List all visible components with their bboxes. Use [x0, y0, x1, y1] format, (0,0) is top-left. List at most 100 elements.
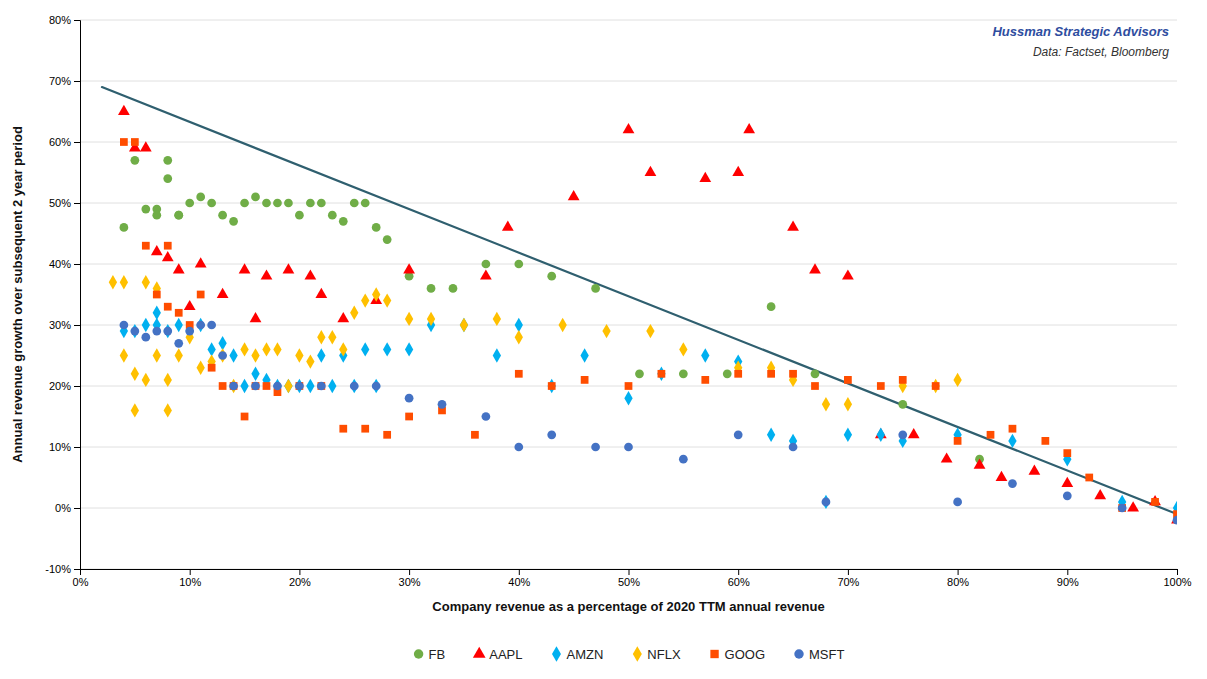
- point: [427, 312, 435, 326]
- tick: 20%: [49, 380, 80, 392]
- point: [229, 382, 238, 391]
- point: [328, 379, 336, 393]
- tick-label: 60%: [49, 136, 71, 148]
- point: [482, 260, 491, 269]
- point: [273, 199, 282, 208]
- tick-mark: [74, 325, 80, 326]
- point: [328, 330, 336, 344]
- legend-item: NFLX: [633, 646, 681, 662]
- point: [153, 306, 161, 320]
- legend-item: AMZN: [552, 646, 603, 662]
- point: [822, 397, 830, 411]
- point: [787, 221, 799, 231]
- point: [208, 364, 216, 372]
- tick: 70%: [49, 75, 80, 87]
- point: [657, 367, 665, 381]
- point: [493, 312, 501, 326]
- point: [153, 348, 161, 362]
- series: [120, 306, 1177, 516]
- tick-mark: [190, 569, 191, 575]
- point: [130, 327, 139, 336]
- tick-mark: [74, 81, 80, 82]
- tick-mark: [74, 447, 80, 448]
- legend-label: MSFT: [809, 647, 844, 662]
- point: [701, 348, 709, 362]
- point: [152, 211, 161, 220]
- point: [1118, 504, 1126, 512]
- point: [383, 342, 391, 356]
- point: [372, 382, 381, 391]
- point: [635, 369, 644, 378]
- tick-mark: [74, 203, 80, 204]
- point: [118, 105, 130, 115]
- point: [240, 199, 249, 208]
- point: [580, 348, 588, 362]
- tick-mark: [409, 569, 410, 575]
- point: [1029, 465, 1041, 475]
- legend: FBAAPLAMZNNFLXGOOGMSFT: [414, 646, 845, 662]
- grid-line: [80, 20, 1177, 21]
- point: [328, 211, 337, 220]
- tick-label: 20%: [49, 380, 71, 392]
- point: [317, 382, 325, 390]
- point: [361, 293, 369, 307]
- point: [142, 275, 150, 289]
- tick-mark: [74, 264, 80, 265]
- point: [296, 382, 304, 390]
- point: [679, 342, 687, 356]
- point: [383, 235, 392, 244]
- point: [219, 382, 227, 390]
- tick-mark: [738, 569, 739, 575]
- point: [241, 413, 249, 421]
- tick: 30%: [399, 569, 421, 588]
- point: [1094, 489, 1106, 499]
- tick-label: 0%: [55, 502, 71, 514]
- point: [142, 373, 150, 387]
- point: [350, 382, 359, 391]
- point: [261, 269, 273, 279]
- tick-mark: [74, 142, 80, 143]
- point: [493, 348, 501, 362]
- point: [701, 376, 709, 384]
- point: [218, 348, 226, 362]
- point: [789, 443, 798, 452]
- point: [120, 348, 128, 362]
- point: [184, 300, 196, 310]
- point: [337, 312, 349, 322]
- tick: -10%: [45, 563, 80, 575]
- tick-label: 100%: [1163, 576, 1191, 588]
- point: [767, 302, 776, 311]
- legend-item: MSFT: [794, 647, 844, 662]
- legend-marker: [633, 646, 642, 662]
- point: [141, 333, 150, 342]
- point: [515, 370, 523, 378]
- series: [120, 138, 1177, 518]
- point: [1063, 449, 1071, 457]
- point: [515, 330, 523, 344]
- point: [140, 141, 152, 151]
- point: [284, 199, 293, 208]
- tick-label: 90%: [1057, 576, 1079, 588]
- point: [120, 223, 129, 232]
- tick: 10%: [49, 441, 80, 453]
- point: [197, 291, 205, 299]
- legend-label: AMZN: [566, 647, 603, 662]
- point: [383, 431, 391, 439]
- point: [164, 242, 172, 250]
- grid-line: [80, 325, 1177, 326]
- point: [339, 217, 348, 226]
- point: [339, 342, 347, 356]
- tick-mark: [299, 569, 300, 575]
- point: [207, 321, 216, 330]
- point: [383, 293, 391, 307]
- point: [175, 348, 183, 362]
- legend-marker: [794, 649, 803, 658]
- point: [372, 287, 380, 301]
- legend-label: FB: [429, 647, 446, 662]
- point: [120, 138, 128, 146]
- point: [350, 306, 358, 320]
- legend-label: NFLX: [647, 647, 681, 662]
- point: [1008, 479, 1017, 488]
- point: [273, 342, 281, 356]
- point: [1085, 474, 1093, 482]
